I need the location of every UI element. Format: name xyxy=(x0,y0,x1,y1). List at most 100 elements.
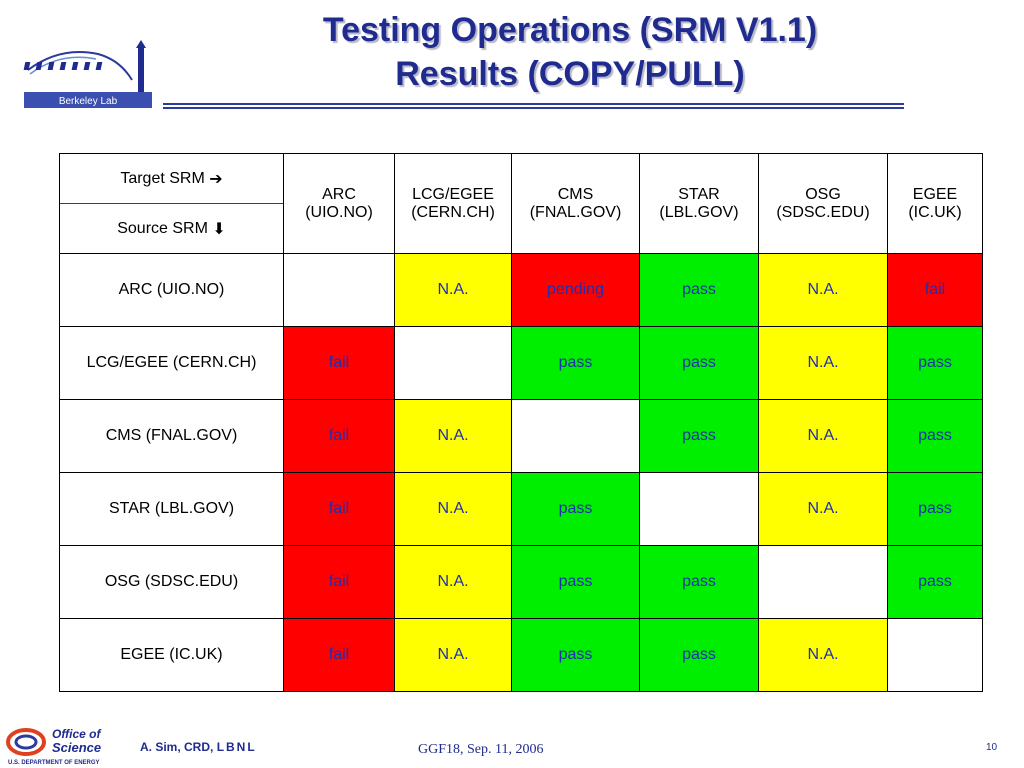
result-text: N.A. xyxy=(807,427,839,444)
berkeley-lab-logo: Berkeley Lab xyxy=(23,40,152,108)
result-cell xyxy=(639,472,759,546)
result-cell: pass xyxy=(639,399,759,473)
result-text: fail xyxy=(328,573,350,590)
result-cell: pass xyxy=(639,618,759,692)
result-text: N.A. xyxy=(807,354,839,371)
arrow-down-icon: ⬇ xyxy=(212,220,226,238)
table-row: EGEE (IC.UK) fail N.A. pass pass N.A. xyxy=(59,618,983,692)
result-text: pass xyxy=(558,646,593,663)
column-header: ARC (UIO.NO) xyxy=(283,153,395,254)
page-title: Testing Operations (SRM V1.1) Results (C… xyxy=(190,8,950,96)
result-text: N.A. xyxy=(807,646,839,663)
column-header: OSG (SDSC.EDU) xyxy=(758,153,888,254)
column-header: EGEE (IC.UK) xyxy=(887,153,983,254)
result-text: pass xyxy=(918,354,952,371)
column-header: CMS (FNAL.GOV) xyxy=(511,153,640,254)
result-cell xyxy=(283,253,395,327)
result-text: fail xyxy=(328,500,350,517)
header-row: Target SRM ➔ Source SRM ⬇ ARC (UIO.NO) LCG… xyxy=(59,153,983,254)
result-text: pass xyxy=(682,281,716,298)
result-cell: fail xyxy=(283,472,395,546)
table-row: LCG/EGEE (CERN.CH) fail pass pass N.A. pass xyxy=(59,326,983,400)
results-table: Target SRM ➔ Source SRM ⬇ ARC (UIO.NO) LCG… xyxy=(59,153,983,692)
result-text: pass xyxy=(918,500,952,517)
result-cell: N.A. xyxy=(758,253,888,327)
header-corner-cell: Target SRM ➔ Source SRM ⬇ xyxy=(59,153,284,254)
source-srm-cell: LCG/EGEE (CERN.CH) xyxy=(59,326,284,400)
result-text: N.A. xyxy=(807,281,839,298)
result-cell: pass xyxy=(887,472,983,546)
result-text: N.A. xyxy=(437,500,469,517)
svg-text:Office of: Office of xyxy=(52,727,101,741)
table-row: OSG (SDSC.EDU) fail N.A. pass pass pass xyxy=(59,545,983,619)
column-header: STAR (LBL.GOV) xyxy=(639,153,759,254)
title-underline xyxy=(163,103,904,110)
result-text: fail xyxy=(924,281,946,298)
result-cell: pass xyxy=(511,545,640,619)
result-cell: pass xyxy=(511,472,640,546)
result-cell: N.A. xyxy=(758,618,888,692)
source-srm-cell: STAR (LBL.GOV) xyxy=(59,472,284,546)
result-cell: N.A. xyxy=(394,545,512,619)
result-text: fail xyxy=(328,646,350,663)
result-cell: pending xyxy=(511,253,640,327)
result-text: pass xyxy=(558,354,593,371)
result-cell: pass xyxy=(511,618,640,692)
result-cell: N.A. xyxy=(394,253,512,327)
result-cell: pass xyxy=(511,326,640,400)
table-row: STAR (LBL.GOV) fail N.A. pass N.A. pass xyxy=(59,472,983,546)
result-text: pass xyxy=(558,573,593,590)
source-srm-cell: ARC (UIO.NO) xyxy=(59,253,284,327)
author-credit: A. Sim, CRD, LBNL xyxy=(140,740,257,754)
result-cell: fail xyxy=(887,253,983,327)
result-text: pass xyxy=(682,354,716,371)
result-text: N.A. xyxy=(437,646,469,663)
result-text: N.A. xyxy=(437,573,469,590)
logo-text: Berkeley Lab xyxy=(59,96,118,107)
event-date: GGF18, Sep. 11, 2006 xyxy=(418,742,544,757)
result-text: N.A. xyxy=(807,500,839,517)
svg-text:U.S. DEPARTMENT OF ENERGY: U.S. DEPARTMENT OF ENERGY xyxy=(8,760,100,766)
source-srm-label: Source SRM ⬇ xyxy=(117,219,226,238)
svg-text:Science: Science xyxy=(52,740,101,755)
result-cell xyxy=(511,399,640,473)
source-srm-cell: EGEE (IC.UK) xyxy=(59,618,284,692)
result-text: fail xyxy=(328,354,350,371)
result-cell: pass xyxy=(887,545,983,619)
result-cell: pass xyxy=(887,326,983,400)
result-cell: pass xyxy=(639,545,759,619)
result-cell: N.A. xyxy=(394,399,512,473)
result-cell: pass xyxy=(639,326,759,400)
result-cell: pass xyxy=(639,253,759,327)
target-srm-label: Target SRM ➔ xyxy=(60,154,283,204)
result-cell: N.A. xyxy=(394,472,512,546)
page-number: 10 xyxy=(986,742,998,753)
result-text: fail xyxy=(328,427,350,444)
result-cell: N.A. xyxy=(758,326,888,400)
result-cell: fail xyxy=(283,399,395,473)
result-text: pass xyxy=(918,427,952,444)
title-line-1: Testing Operations (SRM V1.1) xyxy=(322,11,818,49)
result-text: pass xyxy=(918,573,952,590)
result-text: pending xyxy=(547,281,604,298)
result-cell: fail xyxy=(283,326,395,400)
result-cell xyxy=(758,545,888,619)
result-text: N.A. xyxy=(437,281,469,298)
result-text: pass xyxy=(682,646,716,663)
arrow-right-icon: ➔ xyxy=(209,170,223,188)
source-srm-cell: CMS (FNAL.GOV) xyxy=(59,399,284,473)
table-row: CMS (FNAL.GOV) fail N.A. pass N.A. pass xyxy=(59,399,983,473)
result-cell xyxy=(887,618,983,692)
result-text: pass xyxy=(682,427,716,444)
result-cell: fail xyxy=(283,618,395,692)
result-cell xyxy=(394,326,512,400)
result-text: pass xyxy=(682,573,716,590)
column-header: LCG/EGEE (CERN.CH) xyxy=(394,153,512,254)
title-line-2: Results (COPY/PULL) xyxy=(395,55,745,93)
office-of-science-logo: Office of Science U.S. DEPARTMENT OF ENE… xyxy=(6,727,101,766)
result-text: pass xyxy=(558,500,593,517)
result-text: N.A. xyxy=(437,427,469,444)
result-cell: pass xyxy=(887,399,983,473)
result-cell: N.A. xyxy=(758,472,888,546)
result-cell: fail xyxy=(283,545,395,619)
